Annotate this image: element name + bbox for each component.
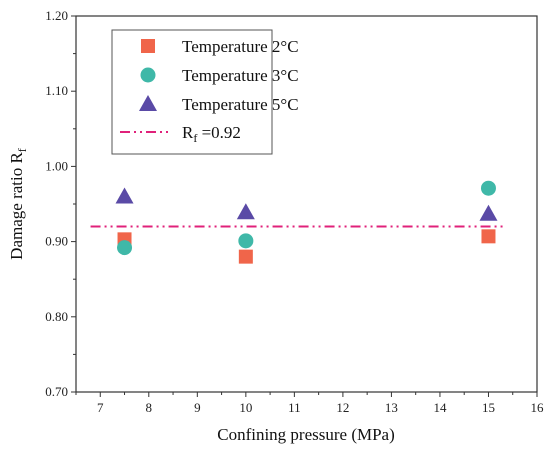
y-tick-label: 0.70	[45, 384, 68, 399]
x-axis-title: Confining pressure (MPa)	[217, 425, 395, 444]
point-triangle	[236, 203, 255, 220]
x-tick-label: 14	[433, 400, 447, 415]
x-tick-label: 15	[482, 400, 495, 415]
data-points	[115, 180, 498, 264]
x-tick-label: 11	[288, 400, 301, 415]
x-tick-label: 8	[146, 400, 153, 415]
legend-marker-triangle	[139, 95, 157, 111]
point-square	[238, 249, 253, 264]
legend-reference-label: Rf =0.92	[182, 123, 241, 145]
x-tick-label: 16	[531, 400, 545, 415]
legend-ref-sub: f	[193, 131, 197, 145]
x-tick-label: 12	[336, 400, 349, 415]
legend-marker-circle	[140, 67, 156, 83]
legend-ref-main: R	[182, 123, 194, 142]
y-tick-label: 1.00	[45, 158, 68, 173]
y-tick-label: 1.20	[45, 8, 68, 23]
point-square	[481, 229, 496, 244]
legend-box	[111, 29, 273, 155]
y-tick-label: 0.80	[45, 309, 68, 324]
legend-marker-square	[141, 39, 155, 53]
legend-label: Temperature 3°C	[182, 66, 299, 85]
point-circle	[117, 240, 133, 256]
point-circle	[480, 180, 496, 196]
legend-ref-value: =0.92	[197, 123, 241, 142]
x-tick-label: 13	[385, 400, 398, 415]
y-axis-title-main: Damage ratio R	[7, 152, 26, 260]
ticks: 7 8 9 10 11 12 13 14 15 16 0.70 0.80 0.90 1.00 1.10 1.2…	[45, 8, 544, 415]
y-axis-title: Damage ratio Rf	[7, 148, 29, 260]
point-triangle	[115, 187, 134, 204]
point-triangle	[479, 204, 498, 221]
point-circle	[238, 233, 254, 249]
x-tick-label: 7	[97, 400, 104, 415]
y-tick-label: 1.10	[45, 83, 68, 98]
legend-label: Temperature 2°C	[182, 37, 299, 56]
legend: Temperature 2°C Temperature 3°C Temperatur…	[111, 29, 299, 155]
y-tick-label: 0.90	[45, 234, 68, 249]
y-axis-title-sub: f	[15, 148, 29, 152]
x-tick-label: 10	[239, 400, 252, 415]
legend-label: Temperature 5°C	[182, 95, 299, 114]
x-tick-label: 9	[194, 400, 201, 415]
